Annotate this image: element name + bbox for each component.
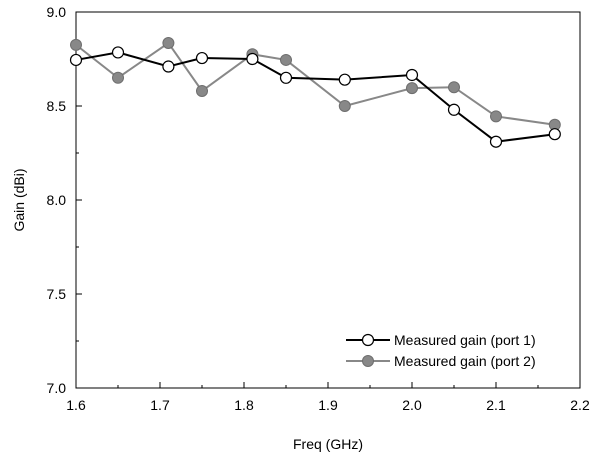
y-tick-label: 7.5 [47, 286, 67, 302]
legend-item-port-2: Measured gain (port 2) [346, 353, 536, 369]
y-axis-label: Gain (dBi) [11, 168, 27, 231]
x-axis-label: Freq (GHz) [293, 436, 363, 452]
legend-label: Measured gain (port 1) [394, 332, 536, 348]
data-point [490, 110, 502, 123]
series-line [75, 41, 555, 126]
x-tick-label: 2.0 [402, 397, 422, 413]
data-point [69, 53, 83, 67]
data-point [111, 46, 125, 59]
data-point [70, 38, 82, 51]
x-tick-label: 1.8 [234, 397, 254, 413]
data-point [489, 135, 503, 148]
x-tick-label: 1.6 [66, 397, 86, 413]
data-point [548, 128, 561, 141]
data-point [405, 68, 419, 82]
data-point [447, 103, 461, 116]
data-point [338, 100, 351, 112]
legend-marker [362, 355, 374, 367]
x-tick-label: 1.9 [318, 397, 338, 413]
x-tick-label: 2.1 [486, 397, 506, 413]
data-point [196, 84, 208, 97]
data-point [448, 81, 460, 94]
data-point [246, 52, 259, 66]
y-tick-label: 8.5 [47, 98, 67, 114]
legend-item-port-1: Measured gain (port 1) [346, 332, 536, 348]
legend-marker [361, 333, 375, 347]
axis-ticks: 1.6 1.7 1.8 1.9 2.0 2.1 2.2 7.0 7.5 8.0 8.5 9.0 [47, 4, 590, 413]
series-port-2 [70, 37, 561, 131]
data-point [406, 82, 418, 95]
y-tick-label: 7.0 [47, 380, 67, 396]
data-point [162, 37, 175, 50]
series-line [75, 51, 555, 143]
data-point [280, 53, 292, 66]
data-point [279, 71, 293, 84]
x-tick-label: 1.7 [150, 397, 170, 413]
series-port-1 [69, 46, 561, 148]
data-point [112, 71, 124, 84]
series-layer [69, 37, 561, 148]
data-point [338, 73, 351, 86]
data-point [195, 51, 209, 65]
y-tick-label: 8.0 [47, 192, 67, 208]
data-point [162, 60, 175, 73]
legend-label: Measured gain (port 2) [394, 353, 536, 369]
x-tick-label: 2.2 [570, 397, 590, 413]
y-tick-label: 9.0 [47, 4, 67, 20]
legend: Measured gain (port 1) Measured gain (por… [346, 332, 536, 369]
